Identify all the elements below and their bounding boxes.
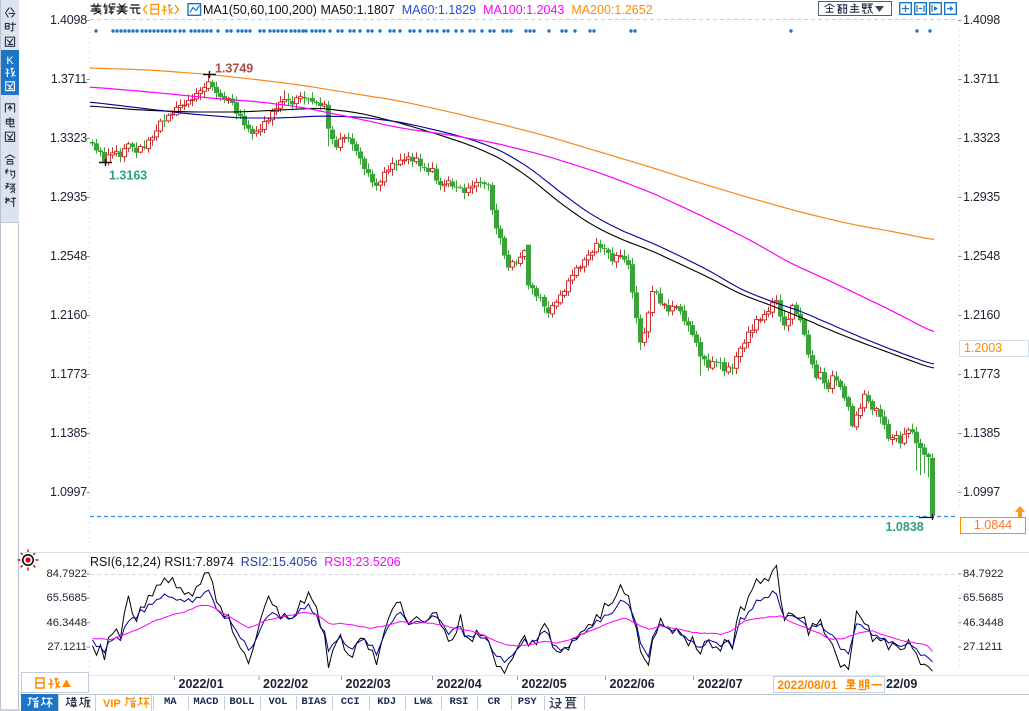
svg-text:1.3163: 1.3163 [109,169,147,183]
svg-text:1.0838: 1.0838 [886,520,924,534]
svg-text:1.3749: 1.3749 [215,62,253,76]
svg-text:VIP: VIP [103,698,121,710]
svg-text:K: K [6,55,14,67]
